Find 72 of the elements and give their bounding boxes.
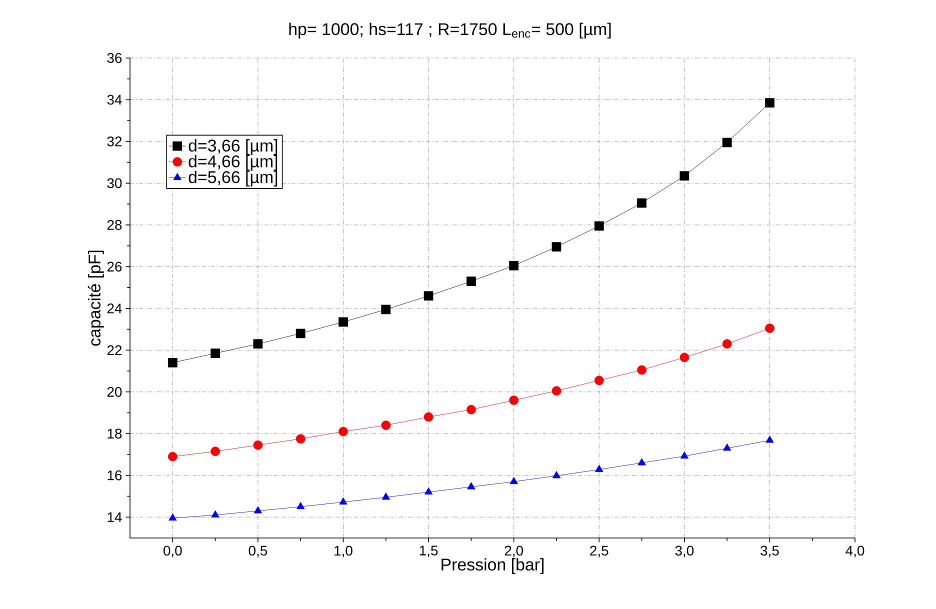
point [766,436,774,443]
point [552,242,562,252]
point [595,464,604,472]
y-tick-label: 24 [107,304,122,314]
point [381,304,391,314]
point [424,412,434,422]
point [338,317,348,327]
point [765,98,774,108]
x-axis-title: Pression [bar] [442,558,544,574]
point [680,171,690,181]
y-tick-label: 14 [108,512,122,522]
point [466,276,476,286]
point [509,260,519,270]
point [638,458,646,466]
point [510,476,518,484]
point [296,434,306,444]
point [637,198,646,208]
point [594,221,604,231]
y-tick-label: 18 [108,428,122,439]
point [382,492,390,500]
point [168,513,177,521]
x-tick-label: 0,0 [164,546,182,558]
point [722,138,732,148]
legend-label: d=5,66 [µm] [188,170,278,186]
point [765,324,774,333]
point [296,502,305,510]
y-tick-label: 34 [107,94,122,105]
x-tick-label: 4,0 [846,546,864,558]
point [296,328,306,338]
point [552,386,562,396]
x-tick-label: 2,0 [504,546,523,558]
point [253,339,263,349]
point [339,497,348,505]
point [381,420,391,430]
y-tick-label: 30 [107,178,122,188]
point [722,339,732,349]
point [594,376,604,386]
x-tick-label: 1,5 [420,546,438,558]
x-tick-label: 1,0 [334,546,352,558]
point [467,482,476,490]
y-axis-title: capacité [pF] [88,250,104,346]
point [210,446,220,456]
point [254,506,262,514]
y-tick-label: 32 [107,136,122,146]
y-tick-label: 20 [107,386,122,397]
y-tick-label: 28 [107,220,122,230]
point [424,487,433,495]
point [552,471,561,478]
point [168,452,178,462]
y-tick-label: 36 [107,53,122,63]
point [637,365,646,375]
legend-label: d=3,66 [µm] [188,139,278,155]
point [424,291,434,301]
point [338,426,348,436]
point [211,510,220,518]
point [509,396,519,405]
point [253,440,263,450]
x-tick-label: 0,5 [248,546,268,558]
chart-title: hp= 1000; hs=117 ; R=1750 L$_{enc}$= 500 [µm] [289,22,611,39]
point [680,451,689,459]
point [168,358,178,368]
x-tick-label: 2,5 [590,546,608,558]
point [722,444,732,451]
legend-label: d=4,66 [µm] [188,154,278,171]
x-tick-label: 3,5 [760,546,779,558]
point [210,348,220,358]
point [680,352,690,362]
y-tick-label: 16 [108,470,122,480]
y-tick-label: 22 [107,345,122,356]
x-tick-label: 3,0 [675,546,694,558]
point [466,404,476,414]
y-tick-label: 26 [107,262,122,272]
